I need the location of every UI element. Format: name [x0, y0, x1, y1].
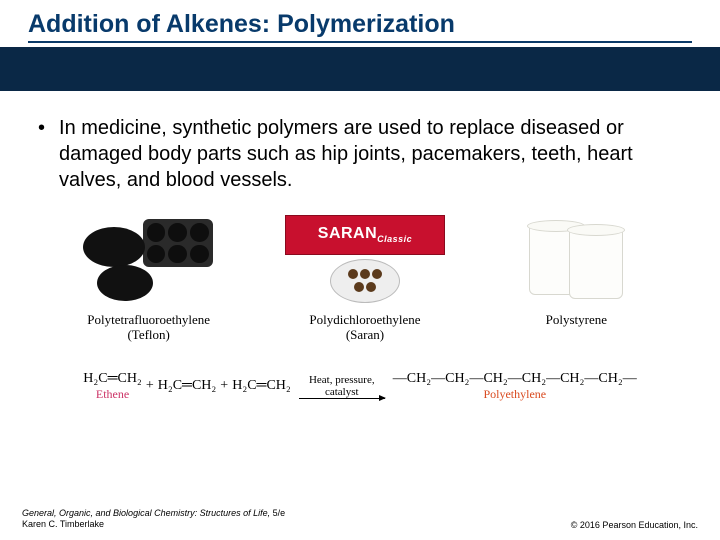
- monomer-label: Ethene: [96, 387, 129, 402]
- condition-2: catalyst: [325, 386, 359, 398]
- monomer-3: H₂C═CH₂: [232, 378, 291, 394]
- bullet-text: In medicine, synthetic polymers are used…: [59, 115, 682, 193]
- teflon-image: [79, 215, 219, 307]
- condition-1: Heat, pressure,: [309, 374, 375, 386]
- book-edition: 5/e: [270, 508, 285, 518]
- reaction-equation: H₂C═CH₂ Ethene + H₂C═CH₂ + H₂C═CH₂ Heat,…: [38, 371, 682, 402]
- monomer-1: H₂C═CH₂: [83, 371, 142, 387]
- caption-polystyrene: Polystyrene: [546, 313, 607, 328]
- book-title: General, Organic, and Biological Chemist…: [22, 508, 270, 518]
- caption-teflon: Polytetrafluoroethylene (Teflon): [87, 313, 210, 343]
- product-chain: —CH₂—CH₂—CH₂—CH₂—CH₂—CH₂—: [393, 371, 637, 387]
- bullet-item: • In medicine, synthetic polymers are us…: [38, 115, 682, 193]
- title-underline: [28, 41, 692, 43]
- example-saran: SARANClassic Polydichloroethylene (Saran…: [280, 215, 450, 343]
- plus-2: +: [220, 378, 228, 394]
- reaction-arrow: Heat, pressure, catalyst: [299, 374, 385, 399]
- product-label: Polyethylene: [483, 387, 546, 402]
- header-band: [0, 47, 720, 91]
- plus-1: +: [146, 378, 154, 394]
- footer: General, Organic, and Biological Chemist…: [0, 508, 720, 530]
- caption-saran: Polydichloroethylene (Saran): [309, 313, 420, 343]
- bullet-marker: •: [38, 115, 45, 193]
- monomer-2: H₂C═CH₂: [158, 378, 217, 394]
- saran-image: SARANClassic: [280, 215, 450, 307]
- slide-title: Addition of Alkenes: Polymerization: [28, 10, 692, 39]
- example-polystyrene: Polystyrene: [511, 215, 641, 343]
- author: Karen C. Timberlake: [22, 519, 104, 529]
- example-teflon: Polytetrafluoroethylene (Teflon): [79, 215, 219, 343]
- polystyrene-image: [511, 215, 641, 307]
- copyright: © 2016 Pearson Education, Inc.: [571, 520, 698, 530]
- examples-row: Polytetrafluoroethylene (Teflon) SARANCl…: [38, 215, 682, 343]
- footer-left: General, Organic, and Biological Chemist…: [22, 508, 285, 530]
